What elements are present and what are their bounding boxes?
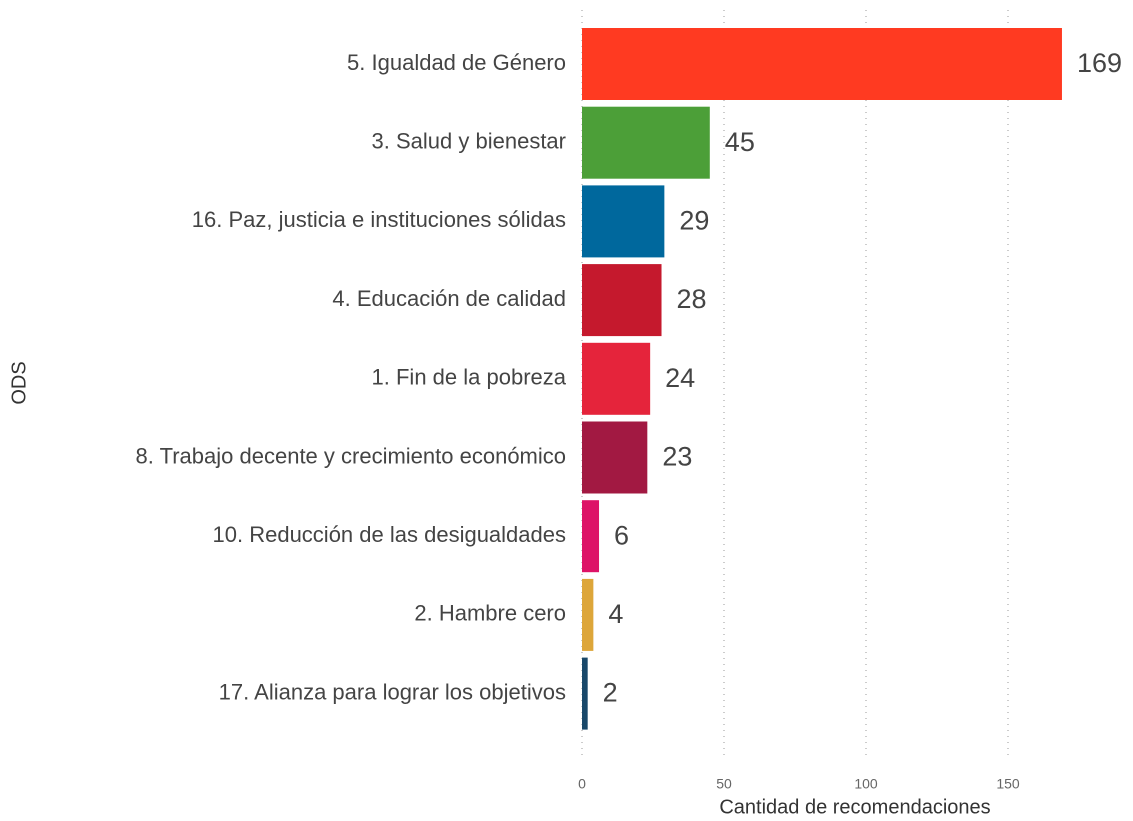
x-tick-label: 50 <box>716 776 732 792</box>
y-tick-label: 1. Fin de la pobreza <box>372 365 567 390</box>
x-tick-label: 0 <box>578 776 586 792</box>
y-tick-label: 2. Hambre cero <box>414 601 566 626</box>
value-label: 2 <box>603 678 618 708</box>
bar <box>582 106 710 179</box>
value-label: 4 <box>608 599 623 629</box>
y-tick-label: 10. Reducción de las desigualdades <box>213 522 566 547</box>
x-tick-label: 150 <box>996 776 1020 792</box>
y-tick-label: 3. Salud y bienestar <box>372 129 566 154</box>
y-axis-title: ODS <box>8 361 30 404</box>
y-tick-label: 5. Igualdad de Género <box>347 50 566 75</box>
value-label: 23 <box>662 442 692 472</box>
value-label: 6 <box>614 520 629 550</box>
bar <box>582 264 662 337</box>
bar <box>582 657 588 730</box>
value-label: 45 <box>725 127 755 157</box>
value-label: 28 <box>677 284 707 314</box>
y-tick-label: 4. Educación de calidad <box>332 286 566 311</box>
value-label: 169 <box>1077 48 1122 78</box>
value-label: 24 <box>665 363 695 393</box>
bar <box>582 185 665 258</box>
x-axis-title: Cantidad de recomendaciones <box>719 796 990 818</box>
bar <box>582 28 1062 100</box>
y-tick-label: 16. Paz, justicia e instituciones sólida… <box>192 207 566 232</box>
y-tick-label: 8. Trabajo decente y crecimiento económi… <box>136 443 566 468</box>
bar <box>582 578 594 651</box>
x-tick-label: 100 <box>854 776 878 792</box>
bar <box>582 500 600 573</box>
bar <box>582 421 648 494</box>
bar <box>582 342 651 415</box>
value-label: 29 <box>679 206 709 236</box>
y-tick-label: 17. Alianza para lograr los objetivos <box>219 679 566 704</box>
